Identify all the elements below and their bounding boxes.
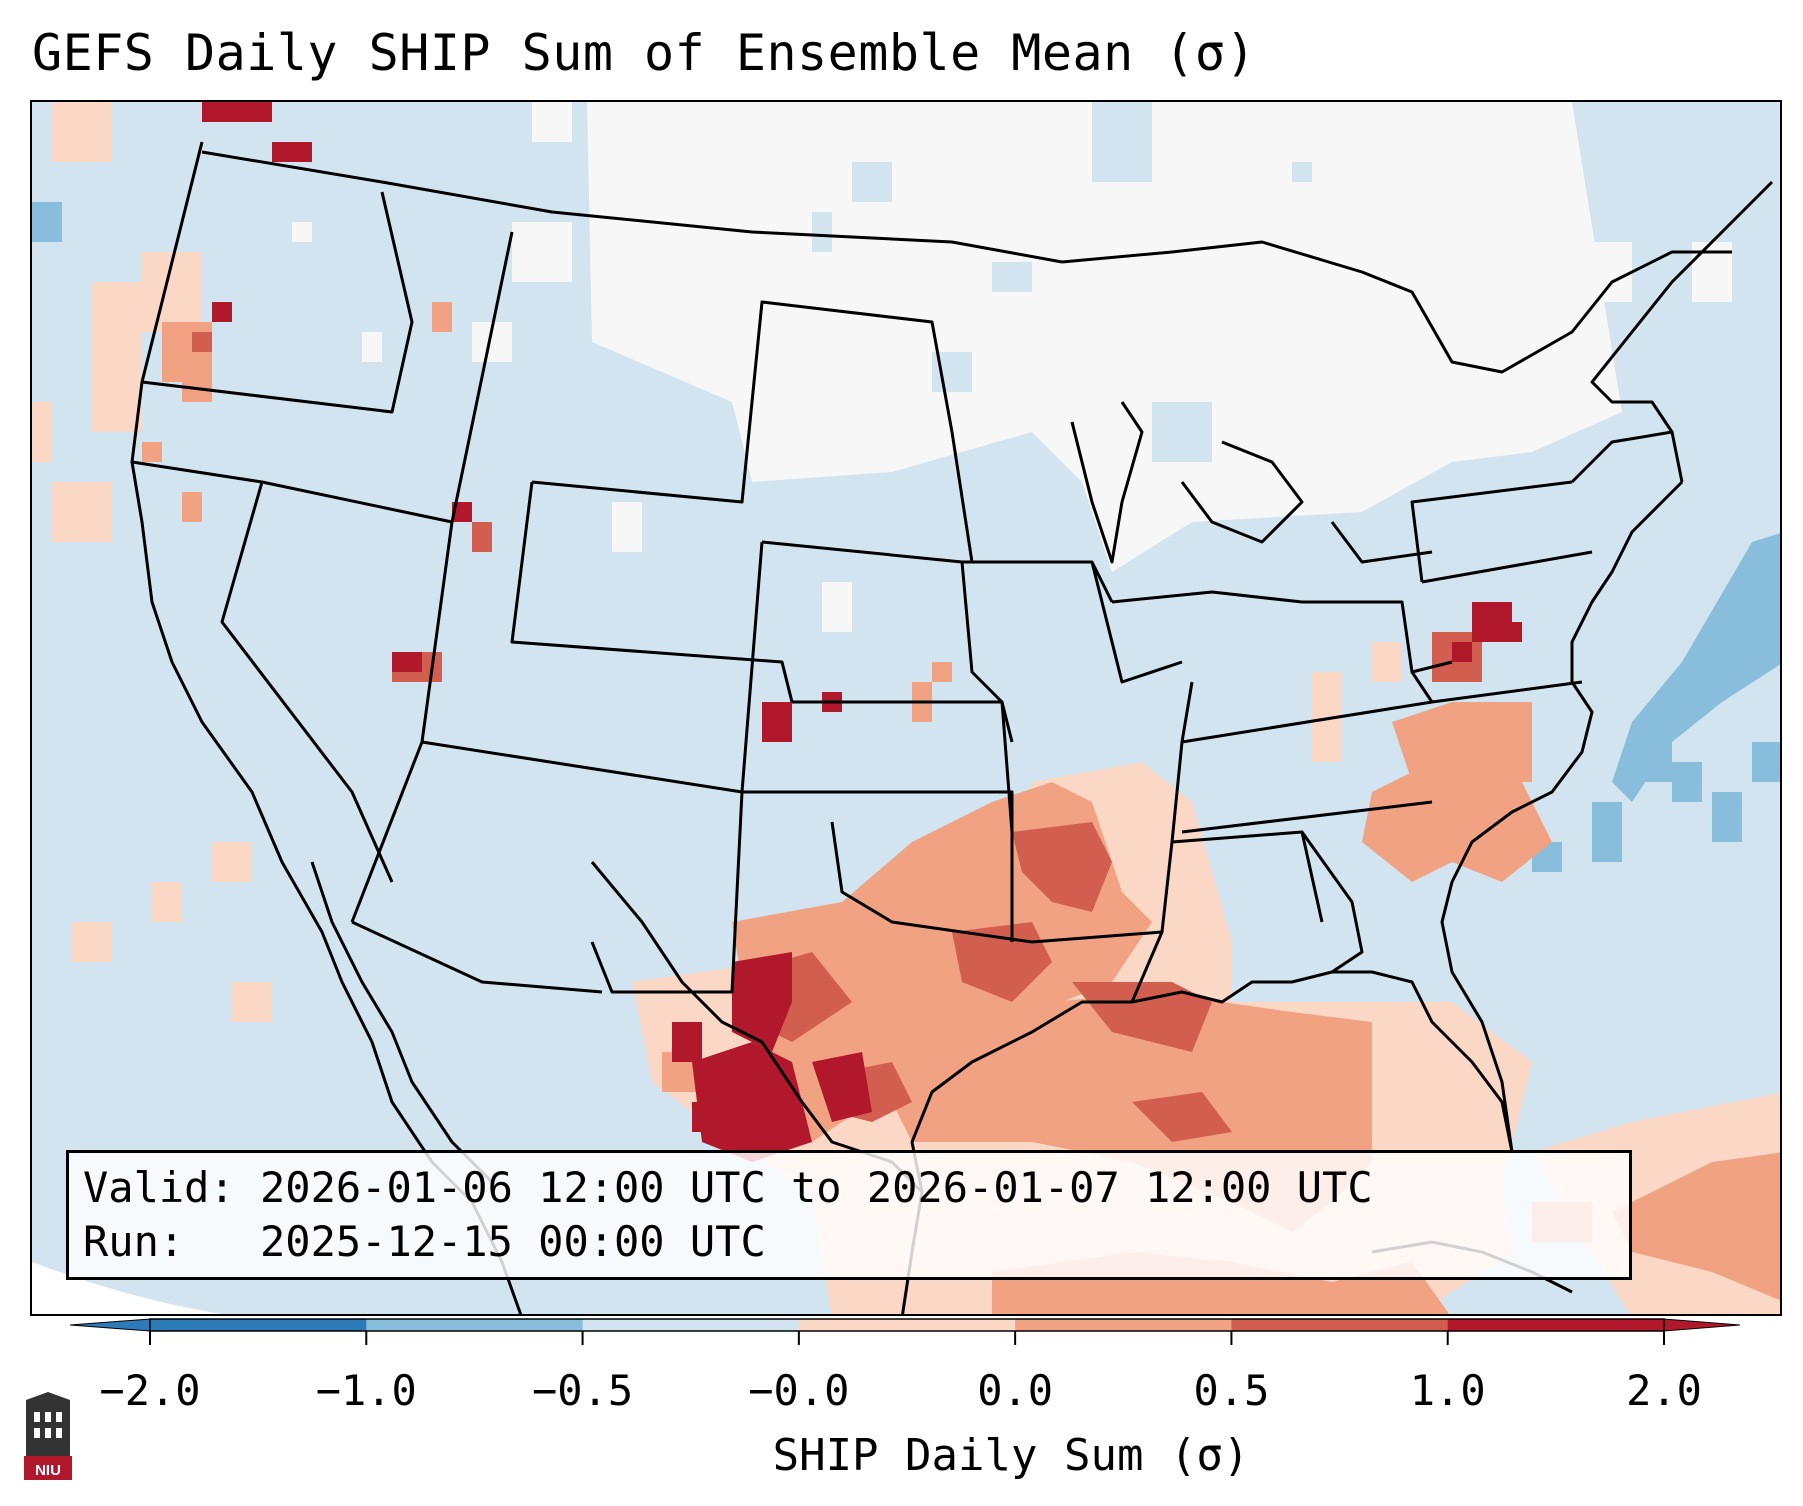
neutral-region bbox=[292, 102, 1732, 632]
colorbar-label: SHIP Daily Sum (σ) bbox=[772, 1430, 1250, 1481]
negative-anomaly-patches bbox=[32, 202, 1780, 872]
map-panel bbox=[30, 100, 1782, 1316]
map-title: GEFS Daily SHIP Sum of Ensemble Mean (σ) bbox=[32, 24, 1257, 82]
logo-text: NIU bbox=[35, 1462, 61, 1479]
colorbar bbox=[70, 1318, 1740, 1345]
boundary-lines bbox=[130, 141, 1774, 1314]
valid-time: 2026-01-06 12:00 UTC to 2026-01-07 12:00… bbox=[260, 1163, 1373, 1212]
colorbar-segment bbox=[1015, 1319, 1232, 1331]
colorbar-segment bbox=[1231, 1319, 1449, 1331]
run-time: 2025-12-15 00:00 UTC bbox=[260, 1217, 766, 1266]
run-label: Run: bbox=[83, 1217, 185, 1266]
niu-logo: NIU bbox=[24, 1392, 72, 1480]
neutral-speckles bbox=[812, 102, 1312, 462]
colorbar-segment bbox=[582, 1319, 800, 1331]
colorbar-segment bbox=[366, 1319, 584, 1331]
colorbar-tick-label: −0.5 bbox=[531, 1366, 634, 1415]
colorbar-segment bbox=[150, 1319, 367, 1331]
colorbar-tick-label: −1.0 bbox=[315, 1366, 417, 1415]
valid-label: Valid: bbox=[83, 1163, 235, 1212]
colorbar-tick-label: 0.5 bbox=[1193, 1366, 1270, 1415]
colorbar-segment bbox=[798, 1319, 1016, 1331]
colorbar-tick-label: 0.0 bbox=[977, 1366, 1054, 1415]
colorbar-max-extend bbox=[1663, 1318, 1740, 1332]
colorbar-segment bbox=[1447, 1319, 1665, 1331]
validity-info-box: Valid: 2026-01-06 12:00 UTC to 2026-01-0… bbox=[66, 1150, 1632, 1280]
map-canvas bbox=[32, 102, 1780, 1314]
colorbar-tick-label: −0.0 bbox=[748, 1366, 850, 1415]
colorbar-tick-label: 2.0 bbox=[1626, 1366, 1702, 1415]
projection-edge-left bbox=[32, 1262, 223, 1314]
colorbar-tick-label: 1.0 bbox=[1409, 1366, 1486, 1415]
colorbar-min-extend bbox=[70, 1318, 151, 1332]
colorbar-tick-label: −2.0 bbox=[99, 1366, 201, 1415]
